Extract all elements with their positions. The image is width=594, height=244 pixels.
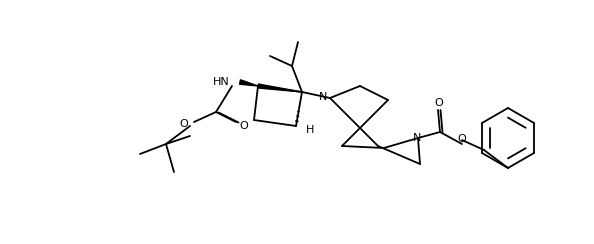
Text: H: H (306, 125, 314, 135)
Text: O: O (435, 98, 443, 108)
Text: N: N (413, 133, 421, 143)
Text: O: O (179, 119, 188, 129)
Text: O: O (457, 134, 466, 144)
Text: N: N (319, 92, 327, 102)
Text: O: O (239, 121, 248, 131)
Polygon shape (258, 84, 302, 92)
Text: HN: HN (213, 77, 230, 87)
Polygon shape (239, 80, 258, 86)
